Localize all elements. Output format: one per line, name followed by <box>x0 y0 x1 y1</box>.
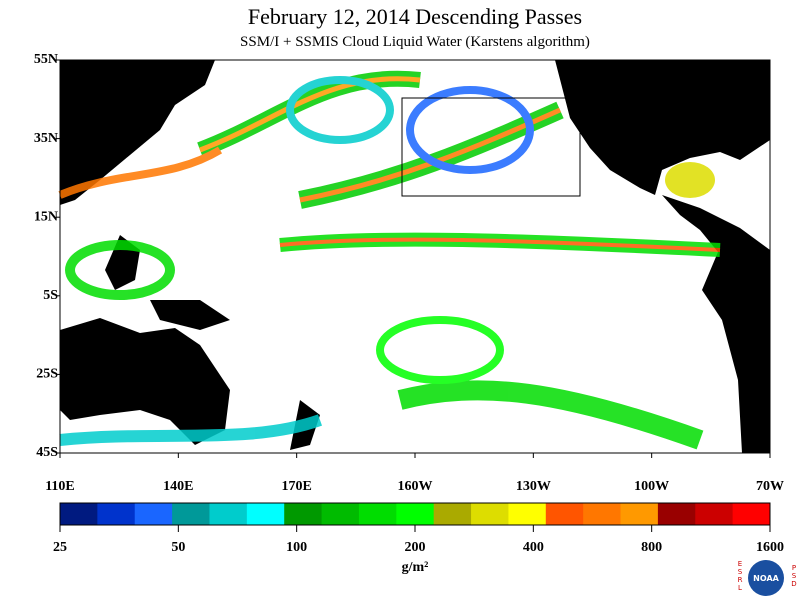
lat-label: 5S <box>43 288 58 303</box>
lon-label: 110E <box>45 479 75 494</box>
lat-label: 45S <box>36 445 58 460</box>
color-swatch <box>433 503 472 525</box>
color-swatch <box>620 503 659 525</box>
colorbar-tick-label: 800 <box>641 540 662 555</box>
lat-label: 35N <box>34 131 58 146</box>
color-swatch <box>246 503 285 525</box>
color-swatch <box>657 503 696 525</box>
color-swatch <box>134 503 173 525</box>
colorbar-tick-label: 400 <box>523 540 544 555</box>
lon-label: 70W <box>756 479 784 494</box>
colorbar-tick-label: 100 <box>286 540 307 555</box>
land <box>60 60 770 453</box>
colorbar-tick-label: 200 <box>405 540 426 555</box>
lat-label: 55N <box>34 52 58 67</box>
colorbar-tick-label: 50 <box>171 540 185 555</box>
color-swatch <box>60 503 98 525</box>
logo-emblem: NOAA <box>748 560 784 596</box>
colorbar: 25 50 100 200 400 800 1600 g/m² <box>53 502 784 575</box>
map <box>58 59 771 454</box>
color-swatch <box>732 503 771 525</box>
subtitle: SSM/I + SSMIS Cloud Liquid Water (Karste… <box>240 34 590 50</box>
color-swatch <box>209 503 248 525</box>
color-swatch <box>284 503 323 525</box>
color-swatch <box>583 503 622 525</box>
color-swatch <box>508 503 547 525</box>
title: February 12, 2014 Descending Passes <box>248 4 582 29</box>
color-swatch <box>471 503 509 525</box>
color-swatch <box>172 503 210 525</box>
colorbar-unit: g/m² <box>402 560 429 575</box>
colorbar-tick-label: 1600 <box>756 540 784 555</box>
region-box <box>401 97 581 197</box>
cloud-field <box>58 70 721 450</box>
lon-label: 160W <box>398 479 433 494</box>
lat-label: 15N <box>34 209 58 224</box>
colorbar-tick-label: 25 <box>53 540 67 555</box>
lon-label: 100W <box>634 479 669 494</box>
color-swatch <box>396 503 435 525</box>
logo: ESRL NOAA PSD <box>736 560 800 600</box>
logo-right: PSD <box>790 564 798 588</box>
color-swatch <box>695 503 734 525</box>
lon-label: 130W <box>516 479 551 494</box>
lon-label: 140E <box>163 479 193 494</box>
color-swatch <box>97 503 136 525</box>
color-swatch <box>321 503 360 525</box>
lat-label: 25S <box>36 367 58 382</box>
logo-left: ESRL <box>736 560 744 592</box>
lon-label: 170E <box>281 479 311 494</box>
color-swatch <box>358 503 397 525</box>
color-swatch <box>545 503 584 525</box>
